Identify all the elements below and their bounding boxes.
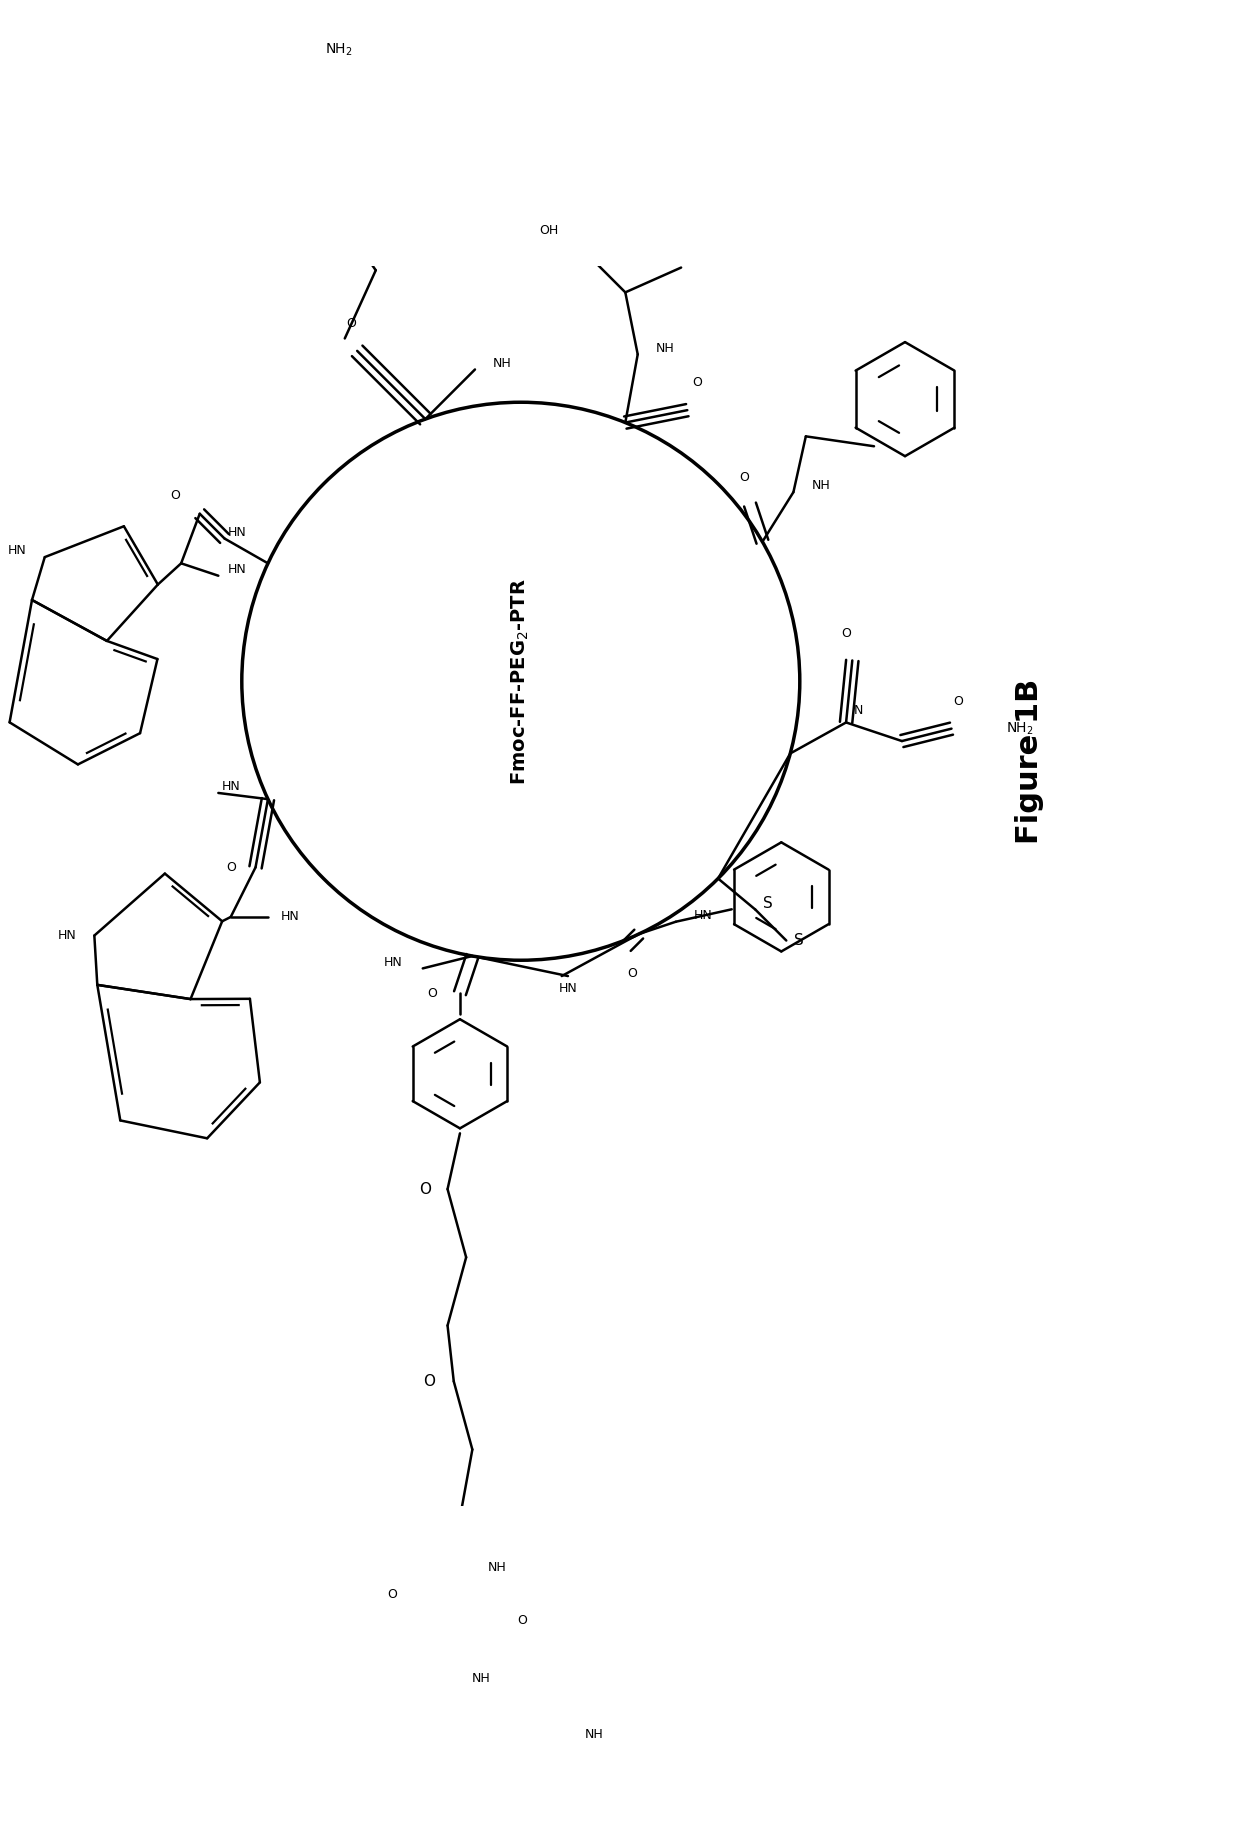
Text: NH$_2$: NH$_2$ (325, 42, 352, 59)
Text: O: O (226, 861, 236, 874)
Text: OH: OH (539, 223, 558, 238)
Text: O: O (419, 1182, 432, 1196)
Text: HN: HN (558, 982, 578, 995)
Text: NH: NH (811, 479, 830, 492)
Text: Fmoc-FF-PEG$_2$-PTR: Fmoc-FF-PEG$_2$-PTR (510, 578, 532, 785)
Text: NH: NH (584, 1728, 603, 1741)
Text: Figure 1B: Figure 1B (1014, 679, 1044, 845)
Text: O: O (517, 1615, 527, 1628)
Text: O: O (423, 1374, 435, 1388)
Text: HN: HN (222, 781, 241, 794)
Text: O: O (428, 986, 438, 1000)
Text: O: O (952, 695, 962, 708)
Text: HN: HN (694, 909, 713, 922)
Text: N: N (854, 704, 863, 717)
Text: HN: HN (383, 957, 402, 969)
Text: O: O (170, 488, 180, 501)
Text: HN: HN (228, 525, 247, 540)
Text: NH: NH (487, 1560, 506, 1573)
Text: HN: HN (228, 563, 247, 576)
Text: O: O (346, 316, 356, 329)
Text: O: O (387, 1588, 397, 1600)
Text: HN: HN (9, 545, 27, 558)
Text: O: O (627, 968, 637, 980)
Text: NH: NH (471, 1672, 490, 1685)
Text: O: O (692, 377, 702, 390)
Text: NH: NH (492, 357, 512, 369)
Text: HN: HN (58, 929, 77, 942)
Text: NH: NH (656, 342, 675, 355)
Text: S: S (763, 896, 773, 911)
Text: O: O (739, 470, 749, 483)
Text: HN: HN (281, 911, 300, 924)
Text: NH$_2$: NH$_2$ (1006, 721, 1033, 737)
Text: O: O (841, 627, 851, 640)
Text: S: S (794, 933, 804, 947)
